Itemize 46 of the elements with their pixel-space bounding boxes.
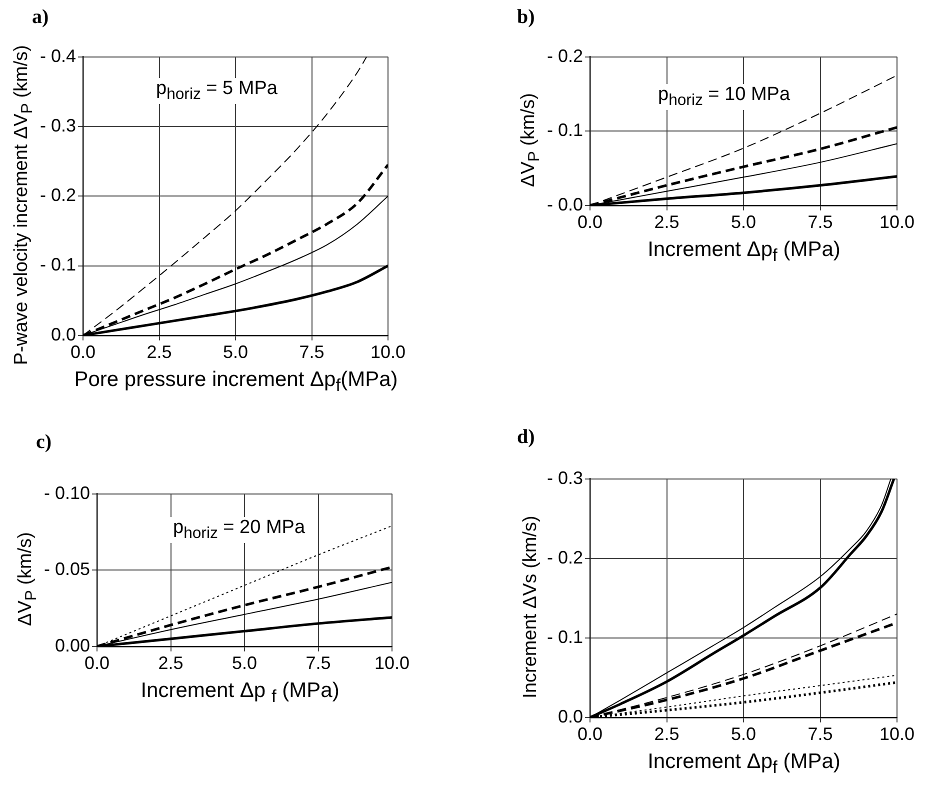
y-tick-label: - 0.1 [40, 254, 76, 275]
x-axis-title: Increment Δp $_{f}$ (MPa) [140, 679, 340, 708]
y-axis-title: Increment ΔVs (km/s) [520, 516, 542, 698]
chart-title: a) [32, 6, 49, 29]
x-axis-title: Increment Δp$_{f}$ (MPa) [648, 750, 840, 778]
x-tick-label: 5.0 [232, 653, 258, 674]
x-tick-label: 2.5 [146, 342, 172, 362]
y-tick-label: - 0.10 [44, 482, 90, 503]
x-axis-title: Pore pressure increment Δp$_{f}$(MPa) [74, 368, 398, 396]
x-tick-label: 0.0 [578, 724, 603, 744]
chart-title: d) [517, 426, 535, 449]
y-tick-label: - 0.05 [44, 559, 90, 580]
x-tick-label: 7.5 [306, 653, 331, 674]
x-tick-label: 10.0 [879, 724, 915, 744]
y-tick-label: 0.0 [558, 706, 584, 726]
annotation: p$_{horiz}$ = 5 MPa [153, 78, 280, 104]
x-tick-label: 0.0 [84, 653, 110, 674]
chart-title: b) [517, 6, 535, 29]
y-tick-label: - 0.0 [546, 194, 584, 214]
y-tick-label: - 0.2 [546, 46, 584, 66]
y-tick-label: - 0.2 [40, 185, 76, 206]
x-tick-label: 5.0 [730, 724, 756, 744]
y-tick-label: 0.00 [54, 635, 90, 656]
x-tick-label: 0.0 [578, 212, 603, 232]
x-tick-label: 7.5 [808, 212, 833, 232]
x-tick-label: 10.0 [370, 342, 406, 362]
x-tick-label: 5.0 [730, 212, 756, 232]
y-tick-label: - 0.2 [546, 547, 584, 568]
x-tick-label: 5.0 [222, 342, 248, 362]
annotation: p$_{horiz}$ = 10 MPa [655, 84, 794, 110]
y-tick-label: - 0.3 [40, 115, 76, 136]
x-tick-label: 7.5 [808, 724, 833, 744]
chart-title: c) [36, 431, 52, 454]
y-tick-label: - 0.4 [40, 46, 76, 66]
y-tick-label: - 0.1 [546, 120, 584, 140]
x-tick-label: 10.0 [374, 653, 410, 674]
annotation: p$_{horiz}$ = 20 MPa [170, 517, 308, 543]
x-axis-title: Increment Δp$_{f}$ (MPa) [648, 238, 840, 266]
x-tick-label: 10.0 [879, 212, 915, 232]
y-tick-label: - 0.1 [546, 626, 584, 647]
y-tick-label: - 0.3 [546, 468, 584, 488]
x-tick-label: 7.5 [299, 342, 324, 362]
x-tick-label: 2.5 [158, 653, 184, 674]
y-tick-label: 0.0 [50, 324, 76, 344]
x-tick-label: 2.5 [654, 212, 680, 232]
x-tick-label: 2.5 [654, 724, 680, 744]
